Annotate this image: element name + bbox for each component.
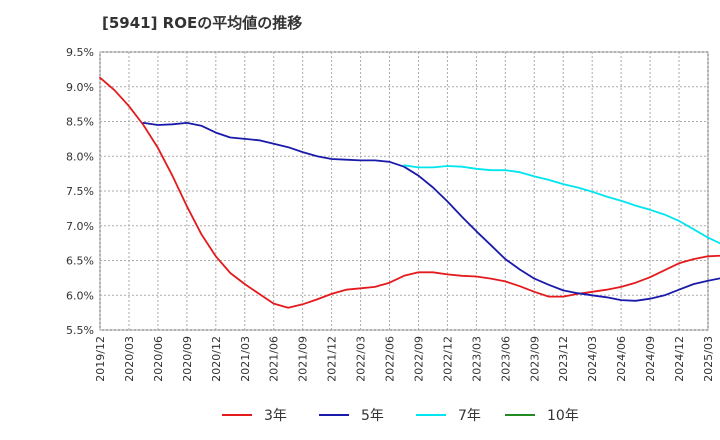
- legend: 3年 5年 7年 10年: [222, 408, 579, 424]
- legend-label: 3年: [264, 408, 287, 424]
- x-axis-ticks: 2019/12 2020/03 2020/06 2020/09 2020/12 2021/…: [94, 336, 715, 382]
- x-tick-label: 2022/03: [355, 336, 368, 382]
- x-tick-label: 2019/12: [94, 336, 107, 382]
- y-tick-label: 9.0%: [66, 81, 94, 94]
- x-tick-label: 2022/09: [412, 336, 425, 382]
- x-tick-label: 2020/09: [181, 336, 194, 382]
- x-tick-label: 2021/06: [268, 336, 281, 382]
- series-line-5年: [142, 122, 720, 302]
- x-tick-label: 2023/12: [557, 336, 570, 382]
- chart-title: [5941] ROEの平均値の推移: [102, 14, 303, 32]
- x-tick-label: 2020/03: [123, 336, 136, 382]
- series-line-3年: [99, 76, 720, 309]
- y-tick-label: 7.0%: [66, 220, 94, 233]
- y-tick-label: 5.5%: [66, 324, 94, 337]
- x-tick-label: 2021/03: [239, 336, 252, 382]
- x-tick-label: 2022/06: [384, 336, 397, 382]
- x-tick-label: 2020/12: [210, 336, 223, 382]
- x-tick-label: 2024/03: [586, 336, 599, 382]
- y-tick-label: 9.5%: [66, 46, 94, 59]
- x-tick-label: 2022/12: [441, 336, 454, 382]
- x-tick-label: 2020/06: [152, 336, 165, 382]
- series-lines: [99, 76, 720, 309]
- y-tick-label: 8.5%: [66, 116, 94, 129]
- legend-label: 5年: [361, 408, 384, 424]
- y-tick-label: 6.5%: [66, 255, 94, 268]
- grid-lines: [99, 51, 709, 331]
- y-tick-label: 7.5%: [66, 185, 94, 198]
- series-line-7年: [403, 164, 720, 245]
- y-axis-ticks: 9.5% 9.0% 8.5% 8.0% 7.5% 7.0% 6.5% 6.0% 5.5%: [66, 46, 94, 337]
- legend-label: 10年: [547, 408, 579, 424]
- legend-label: 7年: [458, 408, 481, 424]
- x-tick-label: 2024/12: [673, 336, 686, 382]
- x-tick-label: 2021/09: [297, 336, 310, 382]
- x-tick-label: 2023/03: [470, 336, 483, 382]
- y-tick-label: 6.0%: [66, 289, 94, 302]
- x-tick-label: 2024/09: [644, 336, 657, 382]
- x-tick-label: 2023/06: [499, 336, 512, 382]
- x-tick-label: 2023/09: [528, 336, 541, 382]
- x-tick-label: 2025/03: [702, 336, 715, 382]
- x-tick-label: 2021/12: [326, 336, 339, 382]
- x-tick-label: 2024/06: [615, 336, 628, 382]
- y-tick-label: 8.0%: [66, 150, 94, 163]
